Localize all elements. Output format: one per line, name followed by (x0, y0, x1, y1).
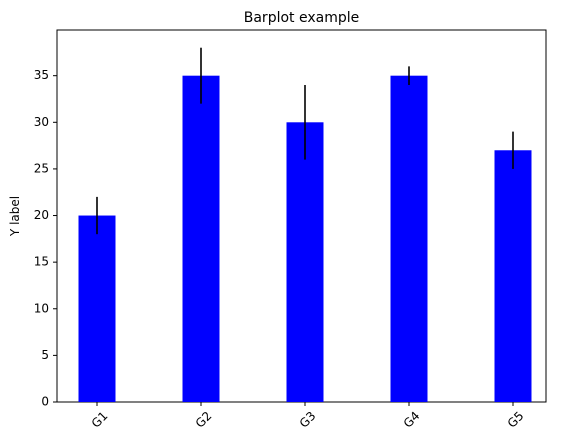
y-tick-label-15: 15 (34, 255, 49, 269)
x-axis: G1 G2 G3 G4 G5 (89, 402, 527, 431)
x-tick-label-g4: G4 (401, 409, 423, 431)
x-tick-label-g5: G5 (505, 409, 527, 431)
x-tick-label-g2: G2 (193, 409, 215, 431)
errorbars-layer (96, 47, 514, 235)
bar-g2 (182, 75, 220, 403)
y-tick-label-30: 30 (34, 115, 49, 129)
bars-layer (78, 75, 532, 403)
x-tick-label-g3: G3 (297, 409, 319, 431)
y-tick-label-0: 0 (41, 395, 49, 409)
bar-g5 (494, 150, 532, 402)
bar-g1 (78, 215, 116, 402)
y-tick-label-35: 35 (34, 68, 49, 82)
bar-g4 (390, 75, 428, 403)
y-tick-label-10: 10 (34, 301, 49, 315)
plot-area: 0 5 10 15 20 25 30 35 G1 G2 G3 G4 G5 (34, 29, 547, 431)
bar-g3 (286, 122, 324, 402)
y-tick-label-20: 20 (34, 208, 49, 222)
chart-title: Barplot example (244, 10, 359, 26)
y-tick-label-25: 25 (34, 161, 49, 175)
y-axis: 0 5 10 15 20 25 30 35 (34, 68, 57, 409)
y-axis-label: Y label (8, 196, 22, 237)
y-tick-label-5: 5 (41, 348, 49, 362)
x-tick-label-g1: G1 (89, 409, 111, 431)
